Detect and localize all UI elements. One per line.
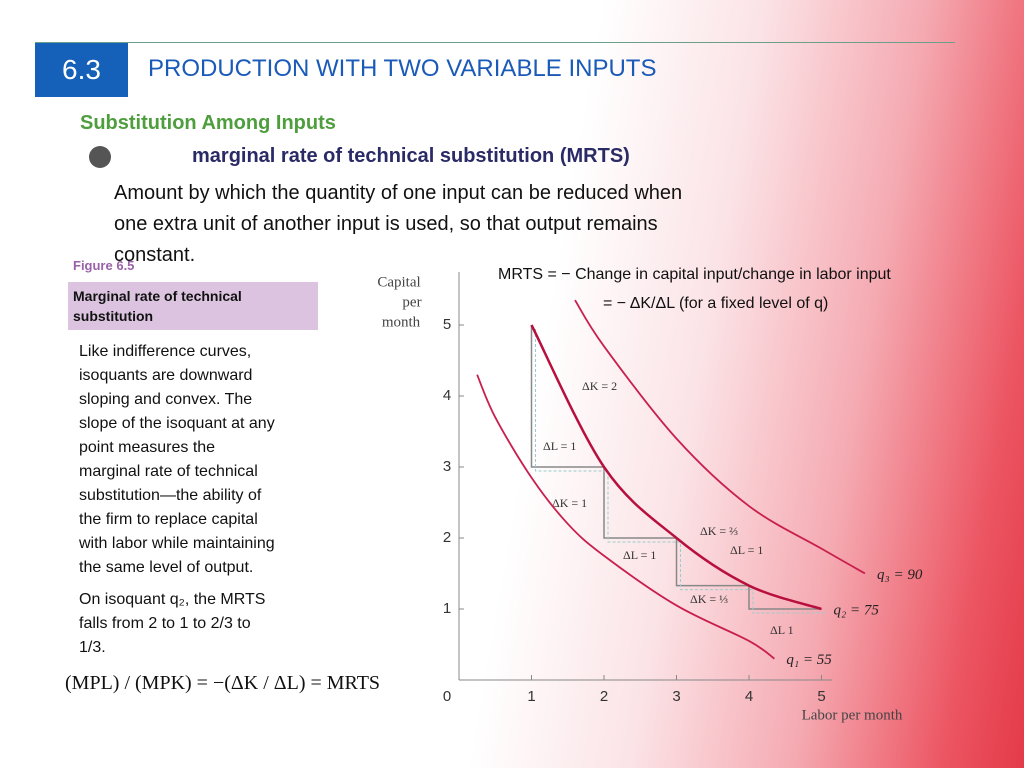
annotation: ΔL = 1 xyxy=(543,439,576,453)
mrts-steps xyxy=(530,325,822,610)
annotation: ΔK = 1 xyxy=(552,496,587,510)
section-number: 6.3 xyxy=(35,43,128,97)
x-tick-label: 5 xyxy=(817,688,825,705)
series-label: q₂ = 75 xyxy=(834,602,880,618)
body: Like indifference curves, isoquants are … xyxy=(79,340,275,580)
line: one extra unit of another input is used,… xyxy=(114,213,658,235)
line: substitution—the ability of xyxy=(79,487,262,504)
y-label: Capital xyxy=(377,274,420,290)
line: sloping and convex. The xyxy=(79,391,253,408)
isoquant xyxy=(574,299,866,575)
x-tick-label: 2 xyxy=(600,688,608,705)
annotation: ΔK = ⅓ xyxy=(690,592,728,606)
definition: Amount by which the quantity of one inpu… xyxy=(114,178,682,271)
figure-label: Figure 6.5 xyxy=(73,258,135,273)
line: constant. xyxy=(114,244,196,266)
annotation: ΔK = 2 xyxy=(582,379,617,393)
isoquant xyxy=(530,324,822,611)
mrts-line: = − ΔK/ΔL (for a fixed level of q) xyxy=(603,295,829,312)
series-label: q₁ = 55 xyxy=(786,652,832,668)
line: the same level of output. xyxy=(79,559,254,576)
term: marginal rate of technical substitution … xyxy=(192,145,630,167)
x-tick-label: 4 xyxy=(745,688,753,705)
annotation: ΔL = 1 xyxy=(623,548,656,562)
annotation: ΔL = 1 xyxy=(730,543,763,557)
x-label: Labor per month xyxy=(802,707,903,723)
y-label: per xyxy=(402,294,421,310)
line: On isoquant q₂, the MRTS xyxy=(79,591,266,608)
line: Marginal rate of technical xyxy=(73,288,242,304)
line: the firm to replace capital xyxy=(79,511,258,528)
line: slope of the isoquant at any xyxy=(79,415,275,432)
y-tick-label: 3 xyxy=(443,458,451,475)
line: Like indifference curves, xyxy=(79,343,252,360)
line: 1/3. xyxy=(79,639,106,656)
series-label: q₃ = 90 xyxy=(877,567,923,583)
annotation: ΔL 1 xyxy=(770,623,794,637)
annotation: ΔK = ⅔ xyxy=(700,524,738,538)
line: substitution xyxy=(73,308,154,324)
isoquant xyxy=(476,374,775,660)
line: marginal rate of technical xyxy=(79,463,258,480)
title: PRODUCTION WITH TWO VARIABLE INPUTS xyxy=(148,55,657,82)
x-tick-label: 0 xyxy=(443,688,451,705)
top-rule xyxy=(35,42,955,43)
y-tick-label: 2 xyxy=(443,529,451,546)
subtitle: Substitution Among Inputs xyxy=(80,112,336,134)
line: with labor while maintaining xyxy=(79,535,275,552)
y-tick-label: 1 xyxy=(443,600,451,617)
y-label: month xyxy=(382,314,421,330)
line: falls from 2 to 1 to 2/3 to xyxy=(79,615,251,632)
x-tick-label: 3 xyxy=(672,688,680,705)
caption: Marginal rate of technical substitution xyxy=(68,282,318,330)
formula: (MPL) / (MPK) = −(ΔK / ΔL) = MRTS xyxy=(65,672,381,694)
line: isoquants are downward xyxy=(79,367,253,384)
line: Amount by which the quantity of one inpu… xyxy=(114,182,683,204)
mrts-line: MRTS = − Change in capital input/change … xyxy=(498,266,891,283)
note: On isoquant q₂, the MRTS falls from 2 to… xyxy=(79,588,265,660)
bullet-dot xyxy=(89,146,111,168)
mrts-steps-shadow xyxy=(535,329,826,614)
y-tick-label: 4 xyxy=(443,387,451,404)
y-tick-label: 5 xyxy=(443,316,451,333)
x-tick-label: 1 xyxy=(527,688,535,705)
line: point measures the xyxy=(79,439,216,456)
